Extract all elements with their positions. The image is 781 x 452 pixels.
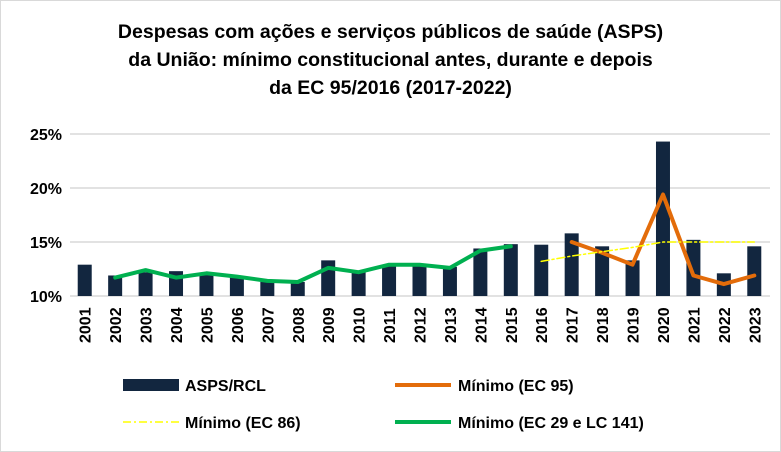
x-tick-label: 2019 bbox=[626, 307, 643, 343]
bar-2014 bbox=[473, 248, 488, 296]
chart-title: Despesas com ações e serviços públicos d… bbox=[0, 18, 781, 102]
x-tick-label: 2005 bbox=[199, 307, 216, 343]
bar-2016 bbox=[534, 244, 549, 296]
y-tick-label: 25% bbox=[30, 127, 62, 144]
legend-label-ec95: Mínimo (EC 95) bbox=[458, 378, 574, 395]
bar-2015 bbox=[503, 244, 518, 296]
y-tick-label: 10% bbox=[30, 289, 62, 306]
legend-swatch-asps bbox=[123, 379, 179, 391]
bar-2013 bbox=[442, 266, 457, 296]
y-tick-label: 20% bbox=[30, 181, 62, 198]
x-tick-label: 2015 bbox=[504, 307, 521, 343]
title-line-1: Despesas com ações e serviços públicos d… bbox=[117, 21, 664, 43]
bar-2017 bbox=[564, 233, 579, 296]
bar-2020 bbox=[655, 141, 670, 296]
x-tick-label: 2022 bbox=[717, 307, 734, 343]
bar-2018 bbox=[595, 246, 610, 296]
bar-2003 bbox=[138, 272, 153, 296]
legend: ASPS/RCL Mínimo (EC 95) Mínimo (EC 86) M… bbox=[123, 378, 644, 432]
title-line-2: da União: mínimo constitucional antes, d… bbox=[128, 49, 653, 71]
bar-2021 bbox=[686, 239, 701, 296]
bar-2008 bbox=[290, 281, 305, 296]
x-tick-label: 2008 bbox=[291, 307, 308, 343]
bar-2023 bbox=[747, 246, 762, 296]
x-tick-label: 2007 bbox=[260, 307, 277, 343]
x-tick-label: 2020 bbox=[656, 307, 673, 343]
x-tick-label: 2013 bbox=[443, 307, 460, 343]
x-tick-label: 2003 bbox=[139, 307, 156, 343]
bar-2007 bbox=[260, 281, 275, 296]
x-tick-label: 2006 bbox=[230, 307, 247, 343]
bar-2006 bbox=[229, 276, 244, 296]
bar-2019 bbox=[625, 260, 640, 296]
bar-2010 bbox=[351, 272, 366, 296]
legend-label-ec29: Mínimo (EC 29 e LC 141) bbox=[458, 415, 644, 432]
x-tick-label: 2010 bbox=[352, 307, 369, 343]
x-tick-label: 2017 bbox=[565, 307, 582, 343]
bar-2009 bbox=[321, 260, 336, 296]
x-tick-label: 2012 bbox=[413, 307, 430, 343]
x-tick-label: 2021 bbox=[686, 307, 703, 343]
x-tick-label: 2016 bbox=[534, 307, 551, 343]
bar-2001 bbox=[77, 264, 92, 296]
legend-label-asps: ASPS/RCL bbox=[185, 378, 266, 395]
bar-2011 bbox=[382, 264, 397, 296]
legend-label-ec86: Mínimo (EC 86) bbox=[185, 415, 301, 432]
series-line-m-nimo-ec-86- bbox=[540, 241, 756, 263]
bar-2002 bbox=[108, 275, 123, 296]
bar-2005 bbox=[199, 273, 214, 296]
x-tick-label: 2002 bbox=[108, 307, 125, 343]
x-tick-label: 2018 bbox=[595, 307, 612, 343]
x-tick-label: 2009 bbox=[321, 307, 338, 343]
title-line-3: da EC 95/2016 (2017-2022) bbox=[269, 77, 512, 99]
series-line-m-nimo-ec-29-e-lc-141- bbox=[113, 244, 513, 284]
x-tick-label: 2014 bbox=[473, 307, 490, 343]
bar-2012 bbox=[412, 264, 427, 296]
x-tick-label: 2023 bbox=[747, 307, 764, 343]
x-tick-label: 2004 bbox=[169, 307, 186, 343]
y-tick-label: 15% bbox=[30, 235, 62, 252]
x-tick-label: 2011 bbox=[382, 308, 399, 343]
x-tick-label: 2001 bbox=[78, 307, 95, 343]
